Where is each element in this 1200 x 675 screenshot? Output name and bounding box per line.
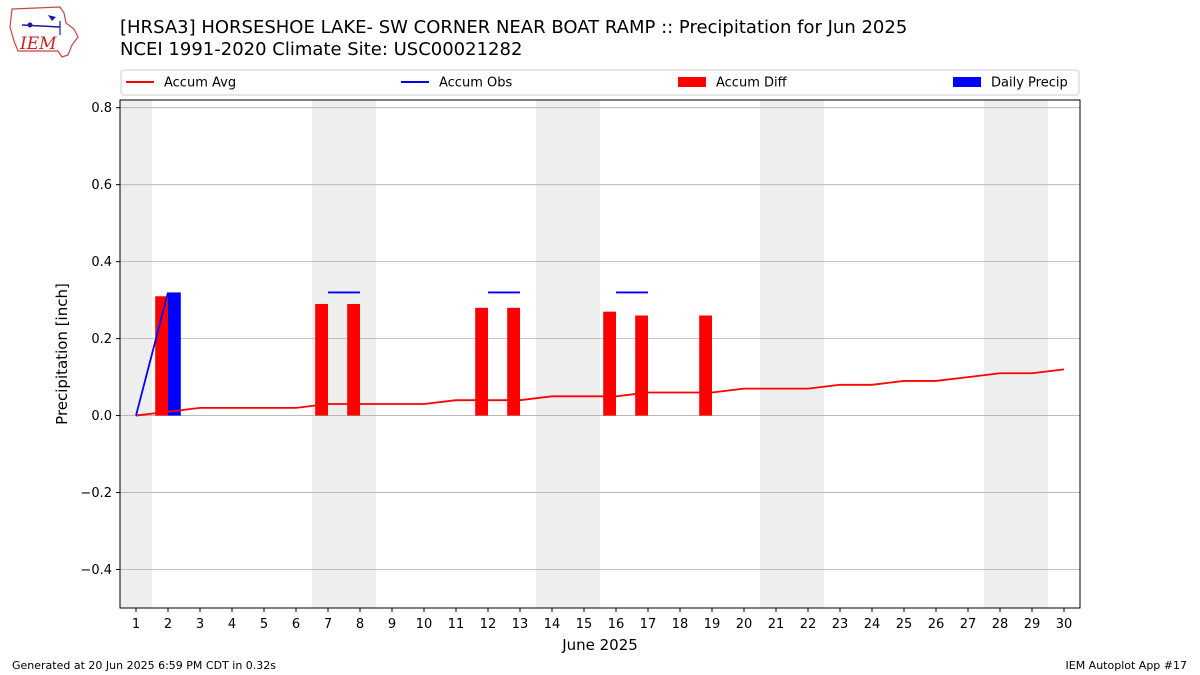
x-tick-label-27: 27: [960, 617, 977, 632]
chart-title-line1: [HRSA3] HORSESHOE LAKE- SW CORNER NEAR B…: [120, 17, 908, 38]
bar-series: [155, 292, 712, 416]
x-tick-label-23: 23: [832, 617, 849, 632]
x-axis-ticks: 1 2 3 4 5 6 7 8 9 10 11 12 13 14 15 16 17 18 19 20 21 22 23 24 2…: [132, 608, 1072, 632]
y-tick-label-4: 0.4: [91, 255, 112, 270]
x-tick-label-29: 29: [1024, 617, 1041, 632]
accum-diff-bar-day-13: [507, 307, 520, 416]
legend-label-daily-precip: Daily Precip: [991, 76, 1068, 91]
x-tick-label-26: 26: [928, 617, 945, 632]
x-tick-label-18: 18: [672, 617, 689, 632]
y-tick-label-3: 0.2: [91, 332, 112, 347]
y-tick-label-5: 0.6: [91, 178, 112, 193]
daily-precip-bar-day-2: [168, 292, 181, 416]
chart-title-line2: NCEI 1991-2020 Climate Site: USC00021282: [120, 39, 523, 60]
x-tick-label-7: 7: [324, 617, 332, 632]
y-tick-label-2: 0.0: [91, 409, 112, 424]
accum-diff-bar-day-8: [347, 303, 360, 416]
legend-label-accum-avg: Accum Avg: [164, 76, 236, 91]
legend-label-accum-diff: Accum Diff: [716, 76, 788, 91]
accum-diff-bar-day-16: [603, 311, 616, 416]
x-tick-label-30: 30: [1056, 617, 1073, 632]
x-tick-label-5: 5: [260, 617, 268, 632]
weekend-band-day-28: [984, 100, 1016, 608]
weekend-band-day-21: [760, 100, 792, 608]
x-tick-label-16: 16: [608, 617, 625, 632]
x-tick-label-21: 21: [768, 617, 785, 632]
logo-flag-icon: [48, 15, 56, 21]
accum-diff-bar-day-7: [315, 303, 328, 416]
y-gridlines: [120, 107, 1080, 570]
weekend-band-day-29: [1016, 100, 1048, 608]
y-tick-label-0: −0.4: [80, 563, 112, 578]
weekend-band-day-14: [536, 100, 568, 608]
x-tick-label-2: 2: [164, 617, 172, 632]
legend-box: [120, 69, 1080, 96]
x-tick-label-9: 9: [388, 617, 396, 632]
logo-line-icon: [21, 24, 61, 28]
accum-diff-bar-day-17: [635, 315, 648, 416]
iem-logo: IEM: [9, 6, 79, 58]
accum-diff-bar-day-19: [699, 315, 712, 416]
iowa-outline-icon: [9, 6, 79, 58]
legend-swatch-daily-precip: [953, 77, 981, 87]
legend: Accum Avg Accum Obs Accum Diff Daily Precip: [120, 69, 1080, 96]
x-tick-label-6: 6: [292, 617, 300, 632]
y-axis-label: Precipitation [inch]: [53, 283, 71, 425]
accum-diff-bar-day-12: [475, 307, 488, 416]
x-tick-label-13: 13: [512, 617, 529, 632]
x-tick-label-28: 28: [992, 617, 1009, 632]
x-tick-label-3: 3: [196, 617, 204, 632]
x-tick-label-14: 14: [544, 617, 561, 632]
weekend-band-day-22: [792, 100, 824, 608]
plot-frame: [119, 99, 1081, 609]
app-credit: IEM Autoplot App #17: [1065, 659, 1188, 672]
x-tick-label-12: 12: [480, 617, 497, 632]
x-tick-label-15: 15: [576, 617, 593, 632]
x-tick-label-4: 4: [228, 617, 236, 632]
x-tick-label-1: 1: [132, 617, 140, 632]
legend-swatch-accum-diff: [678, 77, 706, 87]
line-series: [135, 291, 1065, 417]
x-tick-label-8: 8: [356, 617, 364, 632]
y-axis-ticks: −0.4 −0.2 0.0 0.2 0.4 0.6 0.8: [80, 101, 120, 578]
x-axis-label: June 2025: [561, 636, 638, 654]
generated-timestamp: Generated at 20 Jun 2025 6:59 PM CDT in …: [12, 659, 277, 672]
x-tick-label-17: 17: [640, 617, 657, 632]
x-tick-label-24: 24: [864, 617, 881, 632]
weekend-band-day-15: [568, 100, 600, 608]
x-tick-label-20: 20: [736, 617, 753, 632]
x-tick-label-25: 25: [896, 617, 913, 632]
x-tick-label-19: 19: [704, 617, 721, 632]
accum-avg-line: [135, 368, 1065, 417]
legend-label-accum-obs: Accum Obs: [439, 76, 512, 91]
x-tick-label-10: 10: [416, 617, 433, 632]
y-tick-label-6: 0.8: [91, 101, 112, 116]
weekend-shading: [120, 100, 1048, 608]
accum-obs-line-segment-0: [135, 292, 169, 416]
weekend-band-day-1: [120, 100, 152, 608]
x-tick-label-22: 22: [800, 617, 817, 632]
x-tick-label-11: 11: [448, 617, 465, 632]
logo-text: IEM: [19, 34, 57, 54]
y-tick-label-1: −0.2: [80, 486, 112, 501]
